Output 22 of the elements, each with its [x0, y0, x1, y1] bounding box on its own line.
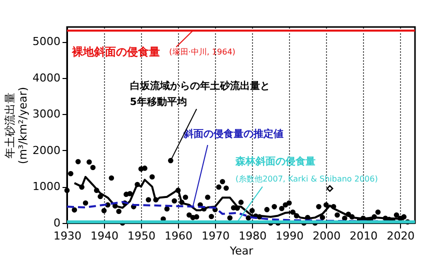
annotation: (糸数他2007, Karki & Shibano 2006) — [235, 174, 378, 184]
annotation: 裸地斜面の侵食量 — [70, 45, 160, 58]
x-tick-label: 1930 — [54, 230, 82, 242]
y-tick-label: 3000 — [32, 108, 60, 121]
x-tick-label: 2010 — [350, 230, 378, 242]
x-tick-label: 1960 — [164, 230, 193, 242]
x-tick-label: 1950 — [128, 230, 156, 242]
y-tick-label: 5000 — [32, 35, 60, 48]
x-tick-label: 1970 — [202, 230, 230, 242]
y-tick-label: 0 — [54, 216, 60, 230]
x-tick-label: 1990 — [276, 230, 304, 242]
x-tick-label: 1980 — [238, 230, 267, 242]
y-tick-label: 1000 — [32, 180, 60, 194]
y-tick-label: 2000 — [32, 144, 60, 157]
x-tick-label: 2020 — [386, 230, 415, 242]
annotation: (塚田·中川, 1964) — [169, 47, 236, 56]
x-tick-label: 2000 — [312, 230, 341, 242]
x-tick-label: 1940 — [90, 230, 119, 242]
x-axis-title: Year — [228, 244, 254, 258]
y-tick-label: 4000 — [32, 71, 60, 84]
annotation: 森林斜面の侵食量 — [234, 155, 316, 168]
y-axis-title: 年土砂流出量 (m³/km²/year) — [4, 86, 30, 164]
